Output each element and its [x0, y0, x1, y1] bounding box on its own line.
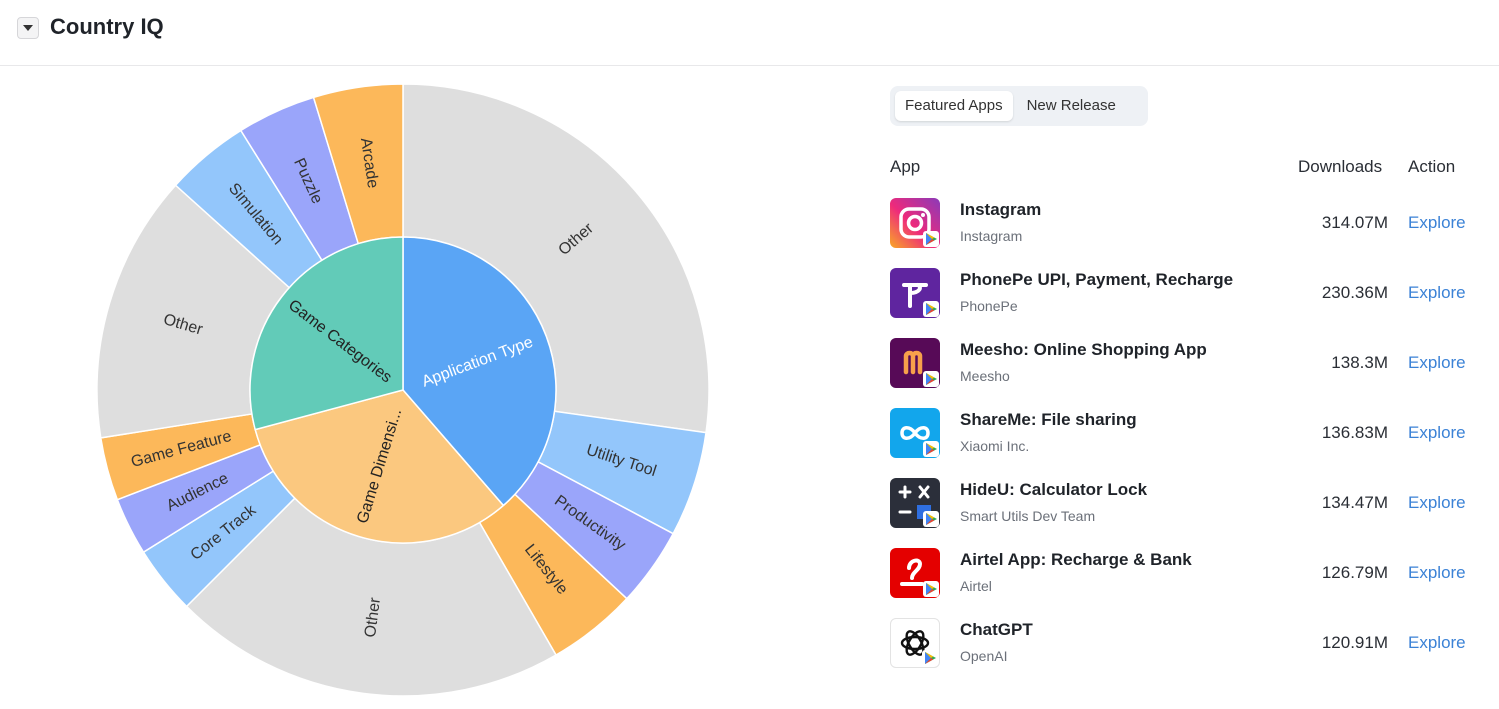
- instagram-icon: [890, 198, 940, 248]
- google-play-icon: [923, 511, 939, 527]
- app-name: ShareMe: File sharing: [960, 410, 1137, 429]
- app-downloads: 126.79M: [1321, 563, 1388, 582]
- phonepe-icon: [890, 268, 940, 318]
- app-developer: Airtel: [960, 578, 992, 594]
- calculator-icon: [890, 478, 940, 528]
- explore-link[interactable]: Explore: [1408, 633, 1466, 652]
- table-row[interactable]: PhonePe UPI, Payment, Recharge PhonePe 2…: [890, 268, 1490, 318]
- app-downloads: 120.91M: [1321, 633, 1388, 652]
- app-developer: Smart Utils Dev Team: [960, 508, 1096, 524]
- explore-link[interactable]: Explore: [1408, 353, 1466, 372]
- google-play-icon: [923, 301, 939, 317]
- app-downloads: 314.07M: [1321, 213, 1388, 232]
- app-name: ChatGPT: [960, 620, 1033, 639]
- app-downloads: 138.3M: [1331, 353, 1388, 372]
- app-name: Instagram: [960, 200, 1042, 219]
- caret-down-icon: [23, 25, 33, 31]
- app-tabs: Featured Apps New Release: [890, 86, 1148, 126]
- collapse-toggle-button[interactable]: [17, 17, 39, 39]
- outer-label-other: Other: [362, 596, 384, 639]
- shareme-icon: [890, 408, 940, 458]
- tab-featured-apps[interactable]: Featured Apps: [895, 91, 1013, 121]
- app-name: HideU: Calculator Lock: [960, 480, 1148, 499]
- app-downloads: 134.47M: [1321, 493, 1388, 512]
- app-downloads: 230.36M: [1321, 283, 1388, 302]
- sunburst-chart: Other Utility Tool Productivity Lifestyle Ot…: [90, 80, 720, 705]
- table-row[interactable]: Instagram Instagram 314.07M Explore: [890, 198, 1490, 248]
- tab-new-release[interactable]: New Release: [1026, 97, 1116, 114]
- chatgpt-icon: [890, 618, 940, 668]
- table-row[interactable]: Airtel App: Recharge & Bank Airtel 126.7…: [890, 548, 1490, 598]
- google-play-icon: [923, 441, 939, 457]
- inner-segment-game-categories[interactable]: [249, 236, 404, 431]
- explore-link[interactable]: Explore: [1408, 563, 1466, 582]
- app-developer: PhonePe: [960, 298, 1018, 314]
- column-header-app: App: [890, 157, 921, 176]
- airtel-icon: [890, 548, 940, 598]
- google-play-icon: [923, 581, 939, 597]
- app-developer: OpenAI: [960, 648, 1008, 664]
- app-developer: Xiaomi Inc.: [960, 438, 1030, 454]
- column-header-action: Action: [1408, 157, 1456, 176]
- google-play-icon: [923, 231, 939, 247]
- table-row[interactable]: ShareMe: File sharing Xiaomi Inc. 136.83…: [890, 408, 1490, 458]
- app-developer: Instagram: [960, 228, 1023, 244]
- google-play-icon: [922, 650, 938, 666]
- header: Country IQ: [0, 0, 1499, 66]
- table-row[interactable]: Meesho: Online Shopping App Meesho 138.3…: [890, 338, 1490, 388]
- app-name: PhonePe UPI, Payment, Recharge: [960, 270, 1234, 289]
- app-developer: Meesho: [960, 368, 1010, 384]
- app-downloads: 136.83M: [1321, 423, 1388, 442]
- meesho-icon: [890, 338, 940, 388]
- explore-link[interactable]: Explore: [1408, 423, 1466, 442]
- table-row[interactable]: HideU: Calculator Lock Smart Utils Dev T…: [890, 478, 1490, 528]
- explore-link[interactable]: Explore: [1408, 493, 1466, 512]
- explore-link[interactable]: Explore: [1408, 283, 1466, 302]
- explore-link[interactable]: Explore: [1408, 213, 1466, 232]
- google-play-icon: [923, 371, 939, 387]
- inner-segment-game-dimensi[interactable]: [254, 389, 505, 544]
- table-row[interactable]: ChatGPT OpenAI 120.91M Explore: [890, 618, 1490, 668]
- inner-segment-application-type[interactable]: [402, 236, 557, 507]
- column-header-downloads: Downloads: [1298, 157, 1383, 176]
- app-name: Airtel App: Recharge & Bank: [960, 550, 1192, 569]
- page-title: Country IQ: [50, 14, 164, 39]
- app-name: Meesho: Online Shopping App: [960, 340, 1207, 359]
